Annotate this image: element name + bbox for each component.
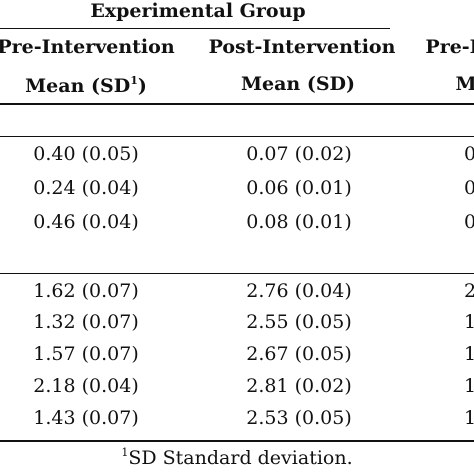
cell-post: 0.06 (0.01) [246,177,352,199]
cell-post: 0.08 (0.01) [246,211,352,233]
header-post-intervention: Post-Intervention [208,36,396,58]
mean-sd-close: ) [137,75,147,97]
cell-post: 2.53 (0.05) [246,407,352,429]
cell-pre: 0.24 (0.04) [33,177,139,199]
cell-pre: 1.32 (0.07) [33,311,139,333]
cell-partial: 0 [463,143,474,165]
group-underline [0,28,390,29]
header-mean-sd-2: Mean (SD) [240,73,356,95]
section2-rule [0,273,474,274]
mean-sd-label: Mean (SD [25,75,131,97]
cell-partial: 1 [463,311,474,333]
table-bottom-rule [0,440,474,442]
header-mean-sd-1: Mean (SD1) [25,75,147,96]
cell-partial: 1 [463,407,474,429]
cell-post: 2.67 (0.05) [246,343,352,365]
cell-pre: 1.62 (0.07) [33,280,139,302]
cell-partial: 0 [463,177,474,199]
cell-pre: 0.46 (0.04) [33,211,139,233]
cell-post: 2.55 (0.05) [246,311,352,333]
sd-footnote-marker: 1 [130,74,138,87]
cell-partial: 1 [463,343,474,365]
footnote-marker: 1 [121,446,129,459]
cell-pre: 1.57 (0.07) [33,343,139,365]
cell-partial: 0 [463,211,474,233]
section1-rule [0,136,474,137]
cell-partial: 1 [463,375,474,397]
header-pre-intervention: Pre-Intervention [0,36,175,58]
group-title: Experimental Group [90,0,306,22]
cell-post: 2.76 (0.04) [246,280,352,302]
cell-pre: 1.43 (0.07) [33,407,139,429]
cell-post: 2.81 (0.02) [246,375,352,397]
header-mean-partial: M [455,73,474,95]
table-footnote: 1SD Standard deviation. [121,447,352,468]
cell-post: 0.07 (0.02) [246,143,352,165]
header-pre-intervention-partial: Pre-I [425,36,474,58]
footnote-text: SD Standard deviation. [128,447,353,469]
cell-partial: 2 [463,280,474,302]
cell-pre: 0.40 (0.05) [33,143,139,165]
header-bottom-rule [0,103,474,105]
cell-pre: 2.18 (0.04) [33,375,139,397]
